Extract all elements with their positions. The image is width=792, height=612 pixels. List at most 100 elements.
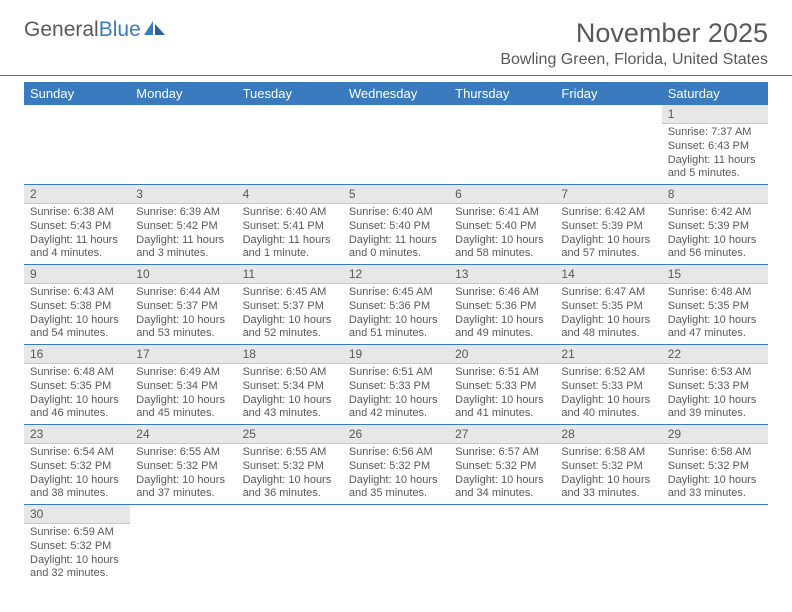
- sunrise-text: Sunrise: 6:59 AM: [30, 526, 124, 540]
- logo: GeneralBlue: [24, 18, 166, 42]
- sunset-text: Sunset: 5:39 PM: [668, 220, 762, 234]
- daylight-text: Daylight: 10 hours and 52 minutes.: [243, 314, 337, 342]
- calendar-cell: 22Sunrise: 6:53 AMSunset: 5:33 PMDayligh…: [662, 345, 768, 425]
- day-number: 18: [237, 345, 343, 364]
- sunrise-text: Sunrise: 6:45 AM: [349, 286, 443, 300]
- day-details: Sunrise: 6:52 AMSunset: 5:33 PMDaylight:…: [555, 364, 661, 424]
- day-number: 5: [343, 185, 449, 204]
- daylight-text: Daylight: 10 hours and 36 minutes.: [243, 474, 337, 502]
- sunrise-text: Sunrise: 6:42 AM: [668, 206, 762, 220]
- day-number: 19: [343, 345, 449, 364]
- sunrise-text: Sunrise: 6:58 AM: [668, 446, 762, 460]
- day-number: 30: [24, 505, 130, 524]
- day-details: Sunrise: 6:40 AMSunset: 5:41 PMDaylight:…: [237, 204, 343, 264]
- sunset-text: Sunset: 5:36 PM: [349, 300, 443, 314]
- weekday-header: Saturday: [662, 82, 768, 105]
- calendar-cell: 30Sunrise: 6:59 AMSunset: 5:32 PMDayligh…: [24, 505, 130, 585]
- sunrise-text: Sunrise: 6:42 AM: [561, 206, 655, 220]
- day-number: 4: [237, 185, 343, 204]
- sunrise-text: Sunrise: 6:54 AM: [30, 446, 124, 460]
- calendar-cell: 2Sunrise: 6:38 AMSunset: 5:43 PMDaylight…: [24, 185, 130, 265]
- sunrise-text: Sunrise: 6:43 AM: [30, 286, 124, 300]
- calendar-cell: [24, 105, 130, 185]
- calendar-cell: 15Sunrise: 6:48 AMSunset: 5:35 PMDayligh…: [662, 265, 768, 345]
- sunrise-text: Sunrise: 6:55 AM: [243, 446, 337, 460]
- header: GeneralBlue November 2025 Bowling Green,…: [0, 0, 792, 76]
- calendar-cell: 24Sunrise: 6:55 AMSunset: 5:32 PMDayligh…: [130, 425, 236, 505]
- day-details: Sunrise: 6:44 AMSunset: 5:37 PMDaylight:…: [130, 284, 236, 344]
- logo-sail-icon: [144, 20, 166, 36]
- day-number: 28: [555, 425, 661, 444]
- daylight-text: Daylight: 10 hours and 32 minutes.: [30, 554, 124, 582]
- calendar-cell: 11Sunrise: 6:45 AMSunset: 5:37 PMDayligh…: [237, 265, 343, 345]
- sunrise-text: Sunrise: 6:50 AM: [243, 366, 337, 380]
- sunset-text: Sunset: 5:32 PM: [455, 460, 549, 474]
- calendar-cell: [343, 505, 449, 585]
- daylight-text: Daylight: 11 hours and 3 minutes.: [136, 234, 230, 262]
- calendar-cell: 26Sunrise: 6:56 AMSunset: 5:32 PMDayligh…: [343, 425, 449, 505]
- day-number: 7: [555, 185, 661, 204]
- calendar-cell: 12Sunrise: 6:45 AMSunset: 5:36 PMDayligh…: [343, 265, 449, 345]
- sunrise-text: Sunrise: 6:41 AM: [455, 206, 549, 220]
- daylight-text: Daylight: 10 hours and 58 minutes.: [455, 234, 549, 262]
- daylight-text: Daylight: 10 hours and 38 minutes.: [30, 474, 124, 502]
- day-details: Sunrise: 6:43 AMSunset: 5:38 PMDaylight:…: [24, 284, 130, 344]
- daylight-text: Daylight: 10 hours and 37 minutes.: [136, 474, 230, 502]
- daylight-text: Daylight: 10 hours and 46 minutes.: [30, 394, 124, 422]
- day-number: 22: [662, 345, 768, 364]
- calendar-cell: [130, 105, 236, 185]
- day-details: Sunrise: 6:51 AMSunset: 5:33 PMDaylight:…: [449, 364, 555, 424]
- day-number: 13: [449, 265, 555, 284]
- weekday-header: Monday: [130, 82, 236, 105]
- sunrise-text: Sunrise: 6:51 AM: [349, 366, 443, 380]
- sunset-text: Sunset: 5:34 PM: [136, 380, 230, 394]
- day-number: 23: [24, 425, 130, 444]
- weekday-header-row: Sunday Monday Tuesday Wednesday Thursday…: [24, 82, 768, 105]
- daylight-text: Daylight: 11 hours and 4 minutes.: [30, 234, 124, 262]
- sunrise-text: Sunrise: 6:53 AM: [668, 366, 762, 380]
- daylight-text: Daylight: 10 hours and 51 minutes.: [349, 314, 443, 342]
- sunset-text: Sunset: 5:32 PM: [561, 460, 655, 474]
- calendar-cell: 29Sunrise: 6:58 AMSunset: 5:32 PMDayligh…: [662, 425, 768, 505]
- daylight-text: Daylight: 10 hours and 54 minutes.: [30, 314, 124, 342]
- day-details: Sunrise: 6:42 AMSunset: 5:39 PMDaylight:…: [662, 204, 768, 264]
- daylight-text: Daylight: 10 hours and 35 minutes.: [349, 474, 443, 502]
- day-details: Sunrise: 6:58 AMSunset: 5:32 PMDaylight:…: [555, 444, 661, 504]
- calendar-cell: [555, 105, 661, 185]
- day-details: Sunrise: 6:59 AMSunset: 5:32 PMDaylight:…: [24, 524, 130, 584]
- calendar-cell: [343, 105, 449, 185]
- day-number: 10: [130, 265, 236, 284]
- sunset-text: Sunset: 5:38 PM: [30, 300, 124, 314]
- day-details: Sunrise: 6:38 AMSunset: 5:43 PMDaylight:…: [24, 204, 130, 264]
- calendar-cell: [449, 505, 555, 585]
- sunrise-text: Sunrise: 6:40 AM: [349, 206, 443, 220]
- sunrise-text: Sunrise: 7:37 AM: [668, 126, 762, 140]
- day-number: 27: [449, 425, 555, 444]
- day-details: Sunrise: 6:55 AMSunset: 5:32 PMDaylight:…: [237, 444, 343, 504]
- day-number: 14: [555, 265, 661, 284]
- calendar-cell: 19Sunrise: 6:51 AMSunset: 5:33 PMDayligh…: [343, 345, 449, 425]
- calendar-week-row: 9Sunrise: 6:43 AMSunset: 5:38 PMDaylight…: [24, 265, 768, 345]
- day-details: Sunrise: 6:45 AMSunset: 5:36 PMDaylight:…: [343, 284, 449, 344]
- calendar-cell: 23Sunrise: 6:54 AMSunset: 5:32 PMDayligh…: [24, 425, 130, 505]
- weekday-header: Friday: [555, 82, 661, 105]
- daylight-text: Daylight: 10 hours and 40 minutes.: [561, 394, 655, 422]
- sunset-text: Sunset: 5:41 PM: [243, 220, 337, 234]
- sunrise-text: Sunrise: 6:56 AM: [349, 446, 443, 460]
- daylight-text: Daylight: 10 hours and 33 minutes.: [668, 474, 762, 502]
- sunrise-text: Sunrise: 6:57 AM: [455, 446, 549, 460]
- calendar-week-row: 16Sunrise: 6:48 AMSunset: 5:35 PMDayligh…: [24, 345, 768, 425]
- sunset-text: Sunset: 5:37 PM: [243, 300, 337, 314]
- sunrise-text: Sunrise: 6:51 AM: [455, 366, 549, 380]
- day-details: Sunrise: 6:41 AMSunset: 5:40 PMDaylight:…: [449, 204, 555, 264]
- calendar-cell: [555, 505, 661, 585]
- sunrise-text: Sunrise: 6:48 AM: [668, 286, 762, 300]
- day-details: Sunrise: 6:42 AMSunset: 5:39 PMDaylight:…: [555, 204, 661, 264]
- sunrise-text: Sunrise: 6:45 AM: [243, 286, 337, 300]
- sunset-text: Sunset: 5:32 PM: [243, 460, 337, 474]
- logo-text-2: Blue: [99, 18, 141, 42]
- sunset-text: Sunset: 5:34 PM: [243, 380, 337, 394]
- calendar-cell: 7Sunrise: 6:42 AMSunset: 5:39 PMDaylight…: [555, 185, 661, 265]
- day-number: 24: [130, 425, 236, 444]
- day-number: 29: [662, 425, 768, 444]
